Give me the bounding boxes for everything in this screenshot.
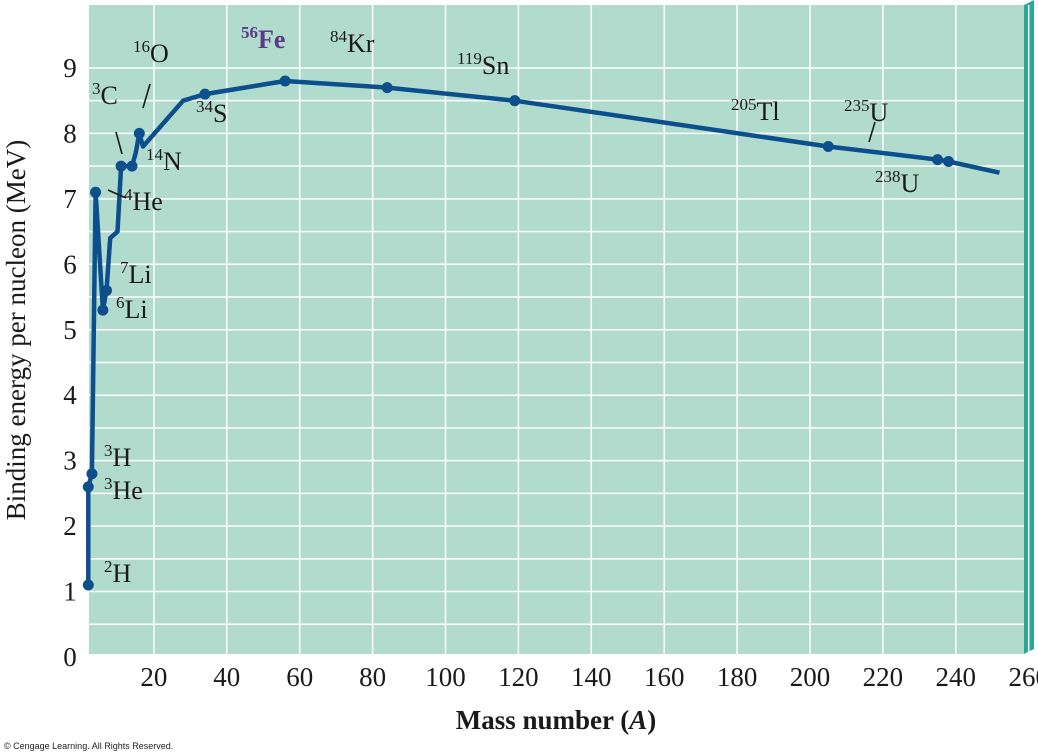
label-s-34: 34S [196,97,227,128]
point-u-238 [943,156,955,168]
x-axis-title: Mass number (A) [456,705,657,735]
y-axis-title: Binding energy per nucleon (MeV) [1,140,31,520]
label-o-16: 16O [133,37,169,68]
copyright-credit: © Cengage Learning. All Rights Reserved. [4,741,174,751]
point-tl-205 [822,140,834,152]
x-tick-label: 60 [286,662,313,692]
y-tick-label: 1 [63,577,77,607]
y-tick-label: 5 [63,315,77,345]
point-he-3 [82,481,94,493]
label-fe-56: 56Fe [241,23,285,54]
leader-235u [868,121,876,143]
x-tick-label: 20 [140,662,167,692]
point-sn-119 [509,95,521,107]
point-o-16 [133,127,145,139]
label-h-3: 3H [104,441,132,472]
point-he-4 [90,186,102,198]
y-tick-label: 2 [63,511,77,541]
y-tick-label: 8 [63,118,77,148]
label-u-238: 238U [875,167,920,198]
y-tick-label: 0 [63,642,77,672]
point-kr-84 [381,82,393,94]
label-c-3: 3C [92,79,118,110]
leader-16o [142,83,151,109]
x-tick-label: 140 [571,662,612,692]
x-tick-labels: 20 40 60 80 100 120 140 160 180 200 220 240 260 [140,662,1038,692]
x-tick-label: 260 [1008,662,1038,692]
x-tick-label: 100 [425,662,466,692]
point-li-7 [101,284,113,296]
x-tick-label: 200 [790,662,831,692]
point-li-6 [97,304,109,316]
x-tick-label: 160 [644,662,685,692]
x-tick-label: 40 [213,662,240,692]
leader-4he [107,189,127,199]
label-li-7: 7Li [120,258,152,289]
binding-energy-curve [86,78,1000,585]
x-tick-label: 240 [936,662,977,692]
point-c-3 [115,160,127,172]
point-h-2 [82,579,94,591]
point-n-14 [126,160,138,172]
y-tick-label: 3 [63,446,77,476]
x-tick-label: 220 [863,662,904,692]
x-tick-label: 80 [359,662,386,692]
label-he-3: 3He [104,474,143,505]
label-kr-84: 84Kr [330,27,375,58]
point-s-34 [199,88,211,100]
label-u-235: 235U [844,96,889,127]
point-fe-56 [279,75,291,87]
y-tick-label: 4 [63,380,77,410]
label-tl-205: 205Tl [731,95,780,126]
y-tick-label: 7 [63,184,77,214]
grid-lines [89,5,1030,654]
leader-3c [115,131,123,155]
x-tick-label: 120 [498,662,539,692]
label-li-6: 6Li [116,293,148,324]
x-tick-label: 180 [717,662,758,692]
point-h-3 [86,468,98,480]
label-sn-119: 119Sn [457,49,509,80]
label-leader-lines [107,83,876,199]
y-tick-labels: 0 1 2 3 4 5 6 7 8 9 [63,53,77,672]
label-he-4: 4He [124,185,163,216]
label-h-2: 2H [104,557,132,588]
point-u-235 [932,154,944,166]
data-points [82,75,955,591]
label-n-14: 14N [146,145,182,176]
y-tick-label: 6 [63,249,77,279]
y-tick-label: 9 [63,53,77,83]
